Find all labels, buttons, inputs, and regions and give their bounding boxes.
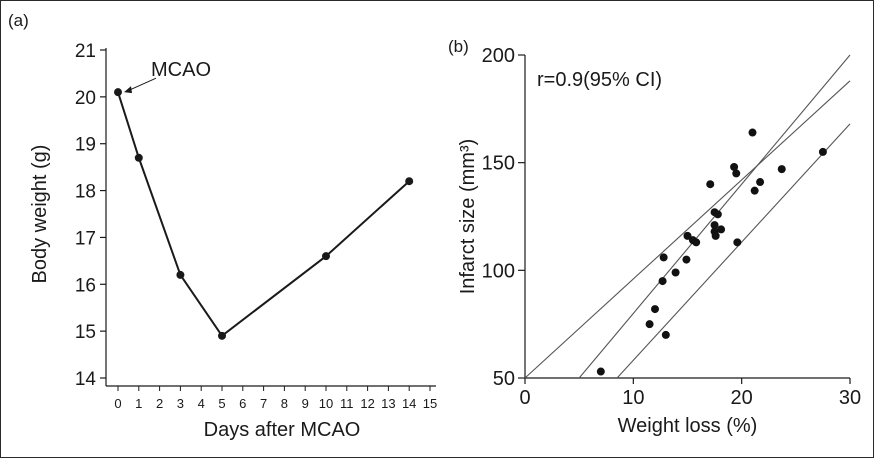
panel-a-data-point	[176, 270, 185, 279]
panel-b-fit-line-lower	[616, 123, 851, 379]
panel-a-x-tick-label: 5	[218, 396, 225, 411]
panel-a-data-point	[405, 177, 414, 186]
panel-a-data-point	[134, 153, 143, 162]
panel-b: (b) 50 100 150 200 0 10 20 30 r=0.9(95% CI) In…	[448, 37, 861, 437]
panel-a-x-tick-label: 4	[198, 396, 205, 411]
panel-a-data-point	[218, 331, 226, 340]
panel-b-data-point	[750, 186, 759, 195]
panel-b-data-point	[732, 169, 741, 178]
panel-a-x-ticks: 0 1 2 3 4 5 6 7 8 9 10 11 12 13 14 15	[114, 386, 437, 411]
panel-b-x-tick-label: 10	[622, 387, 644, 409]
panel-a-x-tick-label: 14	[402, 396, 416, 411]
panel-b-y-tick-label: 150	[482, 153, 515, 175]
panel-a-x-tick-label: 9	[302, 396, 309, 411]
panel-b-data-point	[706, 180, 715, 189]
panel-b-data-point	[748, 128, 757, 137]
panel-a-y-tick-label: 14	[75, 369, 97, 390]
mcao-annotation-arrow	[126, 77, 157, 92]
panel-a-y-tick-label: 18	[75, 182, 96, 203]
panel-a-y-tick-label: 21	[75, 41, 96, 62]
panel-b-data-point	[756, 178, 765, 187]
panel-a-y-tick-label: 15	[75, 322, 96, 343]
panel-b-points	[596, 128, 827, 376]
panel-a-x-tick-label: 12	[360, 396, 374, 411]
panel-a-x-tick-label: 13	[381, 396, 395, 411]
panel-a-x-tick-label: 11	[340, 396, 354, 411]
panel-b-data-point	[661, 330, 670, 339]
panel-b-x-tick-label: 0	[519, 387, 530, 409]
panel-a-x-tick-label: 7	[260, 396, 267, 411]
panel-b-data-point	[818, 147, 827, 156]
panel-b-data-point	[730, 162, 739, 171]
panel-b-data-point	[659, 253, 668, 262]
panel-b-x-ticks: 0 10 20 30	[519, 378, 861, 409]
panel-a-x-tick-label: 2	[156, 396, 163, 411]
panel-a-annotation: MCAO	[124, 59, 211, 94]
panel-b-x-tick-label: 30	[839, 387, 861, 409]
mcao-annotation-text: MCAO	[151, 59, 211, 81]
panel-b-data-point	[682, 255, 691, 264]
panel-a-y-tick-label: 16	[75, 275, 96, 296]
panel-b-fit-lines	[524, 54, 851, 379]
panel-b-data-point	[713, 210, 722, 219]
panel-b-y-tick-label: 200	[482, 45, 515, 67]
panel-a-y-tick-label: 20	[75, 88, 96, 109]
panel-a-x-tick-label: 15	[423, 396, 437, 411]
panel-b-y-ticks: 50 100 150 200	[482, 45, 525, 390]
panel-a-data-point	[322, 252, 330, 261]
panel-a-data-point	[114, 88, 122, 97]
panel-a-x-tick-label: 6	[239, 396, 246, 411]
panel-b-label: (b)	[448, 37, 469, 56]
panel-a-y-axis-title: Body weight (g)	[29, 145, 51, 284]
panel-b-data-point	[777, 165, 786, 174]
panel-a-x-tick-label: 10	[319, 396, 333, 411]
panel-b-data-point	[710, 221, 719, 230]
panel-a-x-tick-label: 8	[281, 396, 288, 411]
panel-a-points	[114, 88, 414, 340]
mcao-annotation-arrowhead	[124, 86, 132, 94]
panel-b-data-point	[733, 238, 742, 247]
panel-b-y-tick-label: 100	[482, 260, 515, 282]
panel-b-data-point	[651, 305, 659, 314]
panel-a-x-tick-label: 0	[114, 396, 121, 411]
panel-b-data-point	[596, 367, 605, 376]
panel-b-data-point	[717, 225, 726, 234]
panel-a-y-tick-label: 17	[75, 228, 96, 249]
panel-a-y-ticks: 14 15 16 17 18 19 20 21	[75, 41, 106, 390]
panel-a-x-tick-label: 1	[135, 396, 142, 411]
panel-b-data-point	[711, 231, 720, 240]
panel-b-x-axis-title: Weight loss (%)	[618, 415, 758, 437]
panel-b-x-tick-label: 20	[731, 387, 753, 409]
panel-b-data-point	[645, 320, 654, 329]
panel-a-x-tick-label: 3	[177, 396, 184, 411]
panel-a-axes	[105, 48, 436, 387]
panel-b-fit-line-fit	[524, 80, 851, 379]
panel-b-data-point	[671, 268, 680, 277]
panel-a-x-axis-title: Days after MCAO	[204, 419, 361, 441]
panel-b-y-axis-title: Infarct size (mm³)	[457, 139, 479, 295]
panel-a-label: (a)	[8, 11, 29, 30]
correlation-annotation: r=0.9(95% CI)	[537, 69, 662, 91]
panel-b-data-point	[658, 277, 667, 286]
panel-b-y-tick-label: 50	[493, 368, 515, 390]
panel-b-data-point	[683, 231, 692, 240]
panel-a-series-line	[117, 91, 410, 338]
panel-b-axes	[524, 55, 850, 379]
panel-b-data-point	[692, 238, 701, 247]
panel-a-y-tick-label: 19	[75, 135, 96, 156]
